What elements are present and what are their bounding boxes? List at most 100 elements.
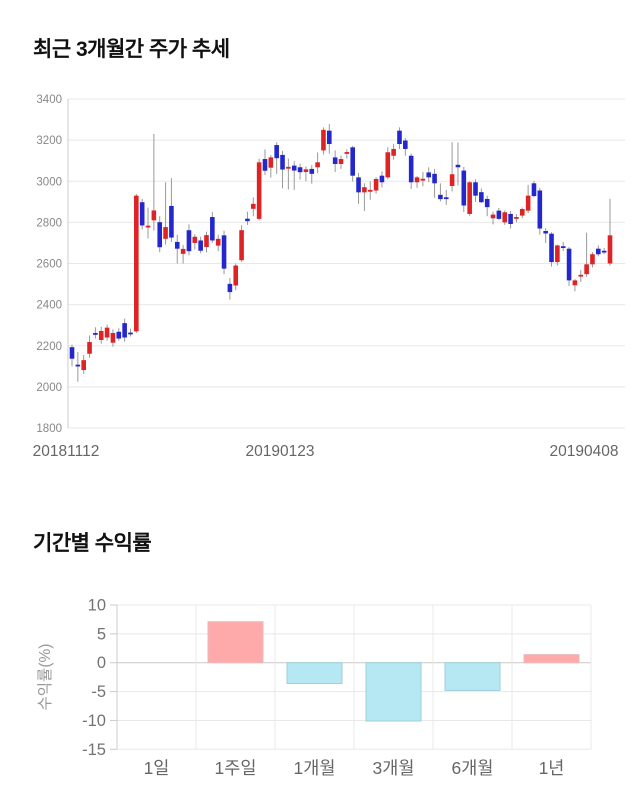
candle-down — [397, 130, 402, 145]
candle-down — [426, 172, 432, 178]
candle-down — [356, 177, 361, 193]
candle-up — [134, 195, 139, 332]
x-axis-category-label: 1년 — [539, 758, 565, 778]
candle-down — [432, 173, 437, 184]
candle-up — [525, 195, 531, 211]
candle-down — [350, 147, 355, 176]
candle-up — [584, 264, 589, 275]
candle-up — [110, 333, 116, 343]
candle-up — [81, 360, 86, 371]
y-axis-tick-label: 3400 — [36, 94, 62, 106]
candle-up — [204, 235, 209, 248]
candle-up — [362, 187, 367, 193]
candle-up — [315, 162, 320, 168]
y-axis-tick-label: 2600 — [36, 259, 62, 271]
candle-down — [596, 248, 601, 255]
candle-down — [560, 246, 566, 249]
y-axis-tick-label: 2400 — [36, 300, 62, 312]
y-axis-tick-label: 2800 — [36, 217, 62, 229]
candle-down — [93, 333, 98, 335]
returns-bar-chart: 10 5 0 -5 -10 -15 1일 1주일 1개월 3개월 6개월 1년 수익률(%) — [36, 597, 592, 778]
candle-up — [414, 177, 420, 183]
candle-up — [607, 235, 613, 264]
candle-up — [87, 342, 92, 354]
candle-down — [297, 167, 303, 173]
candle-up — [373, 178, 379, 191]
candle-up — [98, 330, 104, 340]
price-chart-title: 최근 3개월간 주가 추세 — [33, 38, 230, 61]
y-axis-title: 수익률(%) — [36, 644, 54, 711]
x-axis-category-label: 6개월 — [452, 758, 494, 778]
candle-down — [69, 347, 75, 359]
bar-negative — [365, 662, 422, 722]
candle-up — [449, 174, 455, 186]
x-axis-category-label: 1일 — [144, 758, 170, 778]
candle-down — [379, 175, 385, 183]
bar-negative — [444, 662, 501, 691]
candle-down — [484, 198, 490, 208]
candle-up — [192, 236, 198, 243]
candle-down — [403, 140, 408, 149]
candle-up — [514, 217, 519, 219]
candle-up — [467, 182, 472, 214]
candle-down — [139, 202, 145, 226]
y-axis-tick-label: 2200 — [36, 341, 62, 353]
y-axis-tick-label: 3000 — [36, 176, 62, 188]
candle-down — [496, 210, 502, 219]
candles-group — [69, 124, 613, 382]
candle-down — [438, 194, 443, 200]
candle-up — [180, 248, 186, 254]
candle-up — [303, 169, 309, 172]
price-candlestick-chart: 3400 3200 3000 2800 2600 2400 2200 2000 1800 2018… — [33, 94, 625, 460]
x-axis-category-label: 3개월 — [373, 758, 415, 778]
candle-up — [233, 265, 239, 286]
candle-up — [502, 212, 508, 223]
candle-down — [327, 130, 332, 145]
candle-down — [531, 183, 537, 197]
candle-down — [443, 197, 449, 200]
x-axis-category-label: 1개월 — [294, 758, 336, 778]
candle-down — [221, 235, 227, 269]
candle-up — [256, 162, 262, 219]
candle-down — [549, 233, 554, 263]
candle-down — [157, 222, 163, 248]
candle-up — [145, 225, 151, 228]
candle-down — [408, 155, 414, 183]
candle-down — [601, 250, 607, 253]
y-axis-tick-label: -5 — [91, 683, 106, 701]
returns-chart-title: 기간별 수익률 — [33, 532, 152, 555]
candle-down — [332, 157, 338, 164]
y-axis-tick-label: 5 — [97, 625, 106, 643]
y-axis-tick-label: 2000 — [36, 382, 62, 394]
y-axis-tick-label: -15 — [82, 741, 106, 759]
candle-up — [578, 274, 584, 277]
candle-down — [543, 231, 548, 234]
candle-down — [291, 165, 297, 171]
candle-down — [262, 159, 268, 171]
candle-down — [198, 240, 203, 251]
candle-down — [169, 205, 174, 238]
candle-down — [566, 248, 572, 281]
x-axis-date-label: 20181112 — [33, 443, 100, 460]
candle-down — [116, 331, 122, 339]
x-axis-category-label: 1주일 — [215, 758, 257, 778]
candle-up — [420, 178, 426, 181]
candle-down — [128, 332, 133, 335]
candle-down — [455, 164, 461, 168]
candle-up — [385, 152, 391, 178]
candle-down — [245, 218, 250, 222]
y-axis-tick-label: 1800 — [36, 423, 62, 435]
bar-positive — [207, 621, 264, 664]
candle-up — [151, 210, 157, 221]
candle-up — [391, 148, 396, 156]
candle-up — [338, 159, 344, 164]
candle-down — [537, 190, 543, 229]
candle-up — [555, 245, 560, 263]
candle-down — [461, 170, 467, 206]
candle-up — [572, 280, 578, 286]
candle-up — [344, 152, 350, 154]
candle-up — [215, 238, 221, 246]
y-axis-tick-label: 0 — [97, 654, 106, 672]
bar-positive — [523, 654, 580, 664]
candle-up — [519, 209, 525, 216]
